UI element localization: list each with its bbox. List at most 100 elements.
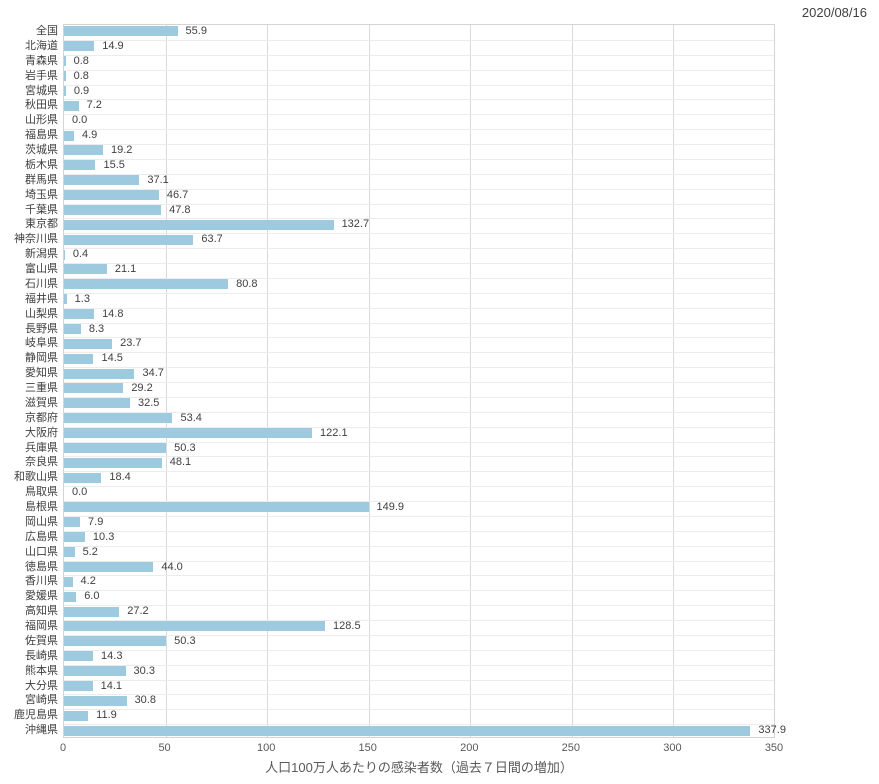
- bar-value-label: 30.3: [133, 664, 155, 677]
- y-axis-label: 長崎県: [25, 649, 58, 662]
- vertical-gridline: [267, 25, 269, 737]
- row-gridline: [64, 634, 774, 636]
- bar-value-label: 128.5: [333, 620, 361, 632]
- row-gridline: [64, 664, 774, 666]
- row-gridline: [64, 337, 774, 339]
- bar-value-label: 6.0: [84, 590, 100, 603]
- y-axis-label: 福岡県: [25, 620, 58, 632]
- y-axis-label: 大分県: [25, 679, 58, 692]
- y-axis-label: 沖縄県: [25, 724, 58, 737]
- y-axis-label: 富山県: [25, 263, 58, 275]
- y-axis-label: 愛媛県: [25, 590, 58, 603]
- y-axis-label: 山梨県: [25, 307, 58, 320]
- bar: [64, 130, 74, 141]
- bar-value-label: 5.2: [82, 545, 98, 558]
- row-gridline: [64, 649, 774, 651]
- bar-value-label: 0.4: [72, 248, 89, 261]
- bar: [64, 383, 124, 394]
- y-axis-label: 奈良県: [25, 456, 58, 469]
- bar: [64, 695, 127, 706]
- bar: [64, 56, 66, 67]
- row-gridline: [64, 367, 774, 369]
- row-gridline: [64, 486, 774, 488]
- date-label: 2020/08/16: [801, 5, 867, 20]
- row-gridline: [64, 84, 774, 86]
- bar-value-label: 50.3: [174, 634, 196, 647]
- bar: [64, 502, 369, 513]
- row-gridline: [64, 501, 774, 502]
- row-gridline: [64, 545, 774, 547]
- row-gridline: [64, 411, 774, 413]
- row-gridline: [64, 724, 774, 726]
- row-gridline: [64, 605, 774, 607]
- y-axis-label: 山口県: [25, 545, 58, 558]
- bar: [64, 249, 65, 260]
- bar: [64, 338, 113, 349]
- plot-area: [63, 24, 775, 738]
- y-axis-label: 秋田県: [25, 99, 58, 112]
- row-gridline: [64, 307, 774, 309]
- bar: [64, 190, 159, 201]
- y-axis-label: 徳島県: [25, 560, 58, 573]
- row-gridline: [64, 560, 774, 562]
- bar-value-label: 19.2: [111, 144, 133, 156]
- bar-value-label: 7.2: [86, 99, 102, 112]
- y-axis-label: 鳥取県: [25, 486, 58, 499]
- bar-value-label: 46.7: [166, 188, 189, 201]
- bar: [64, 591, 77, 602]
- x-tick-label: 350: [764, 742, 784, 754]
- bar-value-label: 0.0: [72, 486, 88, 499]
- bar-value-label: 15.5: [103, 158, 125, 171]
- x-tick-label: 0: [59, 742, 67, 754]
- bar-value-label: 10.3: [92, 530, 115, 543]
- bar-value-label: 8.3: [88, 322, 105, 335]
- bar-value-label: 14.8: [102, 307, 124, 320]
- y-axis-label: 青森県: [25, 54, 58, 67]
- bar-value-label: 0.8: [73, 54, 89, 67]
- y-axis-label: 長野県: [25, 322, 58, 335]
- bar-value-label: 44.0: [161, 560, 183, 573]
- bar-value-label: 47.8: [169, 203, 191, 216]
- bar: [64, 219, 334, 230]
- row-gridline: [64, 173, 774, 175]
- bar: [64, 398, 131, 409]
- bar-value-label: 23.7: [120, 337, 142, 350]
- x-tick-label: 200: [460, 742, 479, 754]
- bar: [64, 710, 89, 721]
- y-axis-label: 新潟県: [25, 248, 58, 261]
- bar: [64, 353, 94, 364]
- row-gridline: [64, 218, 774, 220]
- bar-value-label: 50.3: [174, 441, 196, 454]
- bar: [64, 323, 81, 334]
- bar: [64, 472, 102, 483]
- x-tick-label: 50: [158, 742, 171, 754]
- bar: [64, 457, 162, 468]
- bar-value-label: 1.3: [74, 292, 90, 305]
- bar-value-label: 122.1: [320, 426, 348, 439]
- y-axis-label: 兵庫県: [25, 441, 58, 454]
- y-axis-label: 和歌山県: [14, 471, 58, 484]
- bar-value-label: 37.1: [147, 173, 169, 186]
- y-axis-label: 茨城県: [25, 144, 58, 156]
- bar: [64, 621, 326, 632]
- bar-value-label: 32.5: [138, 396, 160, 409]
- bar-value-label: 18.4: [109, 471, 131, 484]
- vertical-gridline: [470, 25, 472, 737]
- y-axis-label: 宮崎県: [25, 694, 58, 707]
- bar: [64, 264, 107, 275]
- row-gridline: [64, 203, 774, 205]
- y-axis-label: 京都府: [25, 411, 58, 424]
- y-axis-label: 三重県: [25, 382, 58, 394]
- bar-value-label: 53.4: [180, 411, 202, 424]
- bar-value-label: 14.1: [100, 679, 123, 692]
- bar-value-label: 34.7: [142, 367, 164, 380]
- vertical-gridline: [673, 25, 675, 737]
- bar: [64, 547, 75, 558]
- bar: [64, 666, 126, 677]
- y-axis-label: 鹿児島県: [14, 709, 58, 722]
- bar-value-label: 14.5: [101, 352, 123, 365]
- bar-value-label: 29.2: [131, 382, 153, 394]
- row-gridline: [64, 620, 774, 621]
- y-axis-label: 福井県: [25, 292, 58, 305]
